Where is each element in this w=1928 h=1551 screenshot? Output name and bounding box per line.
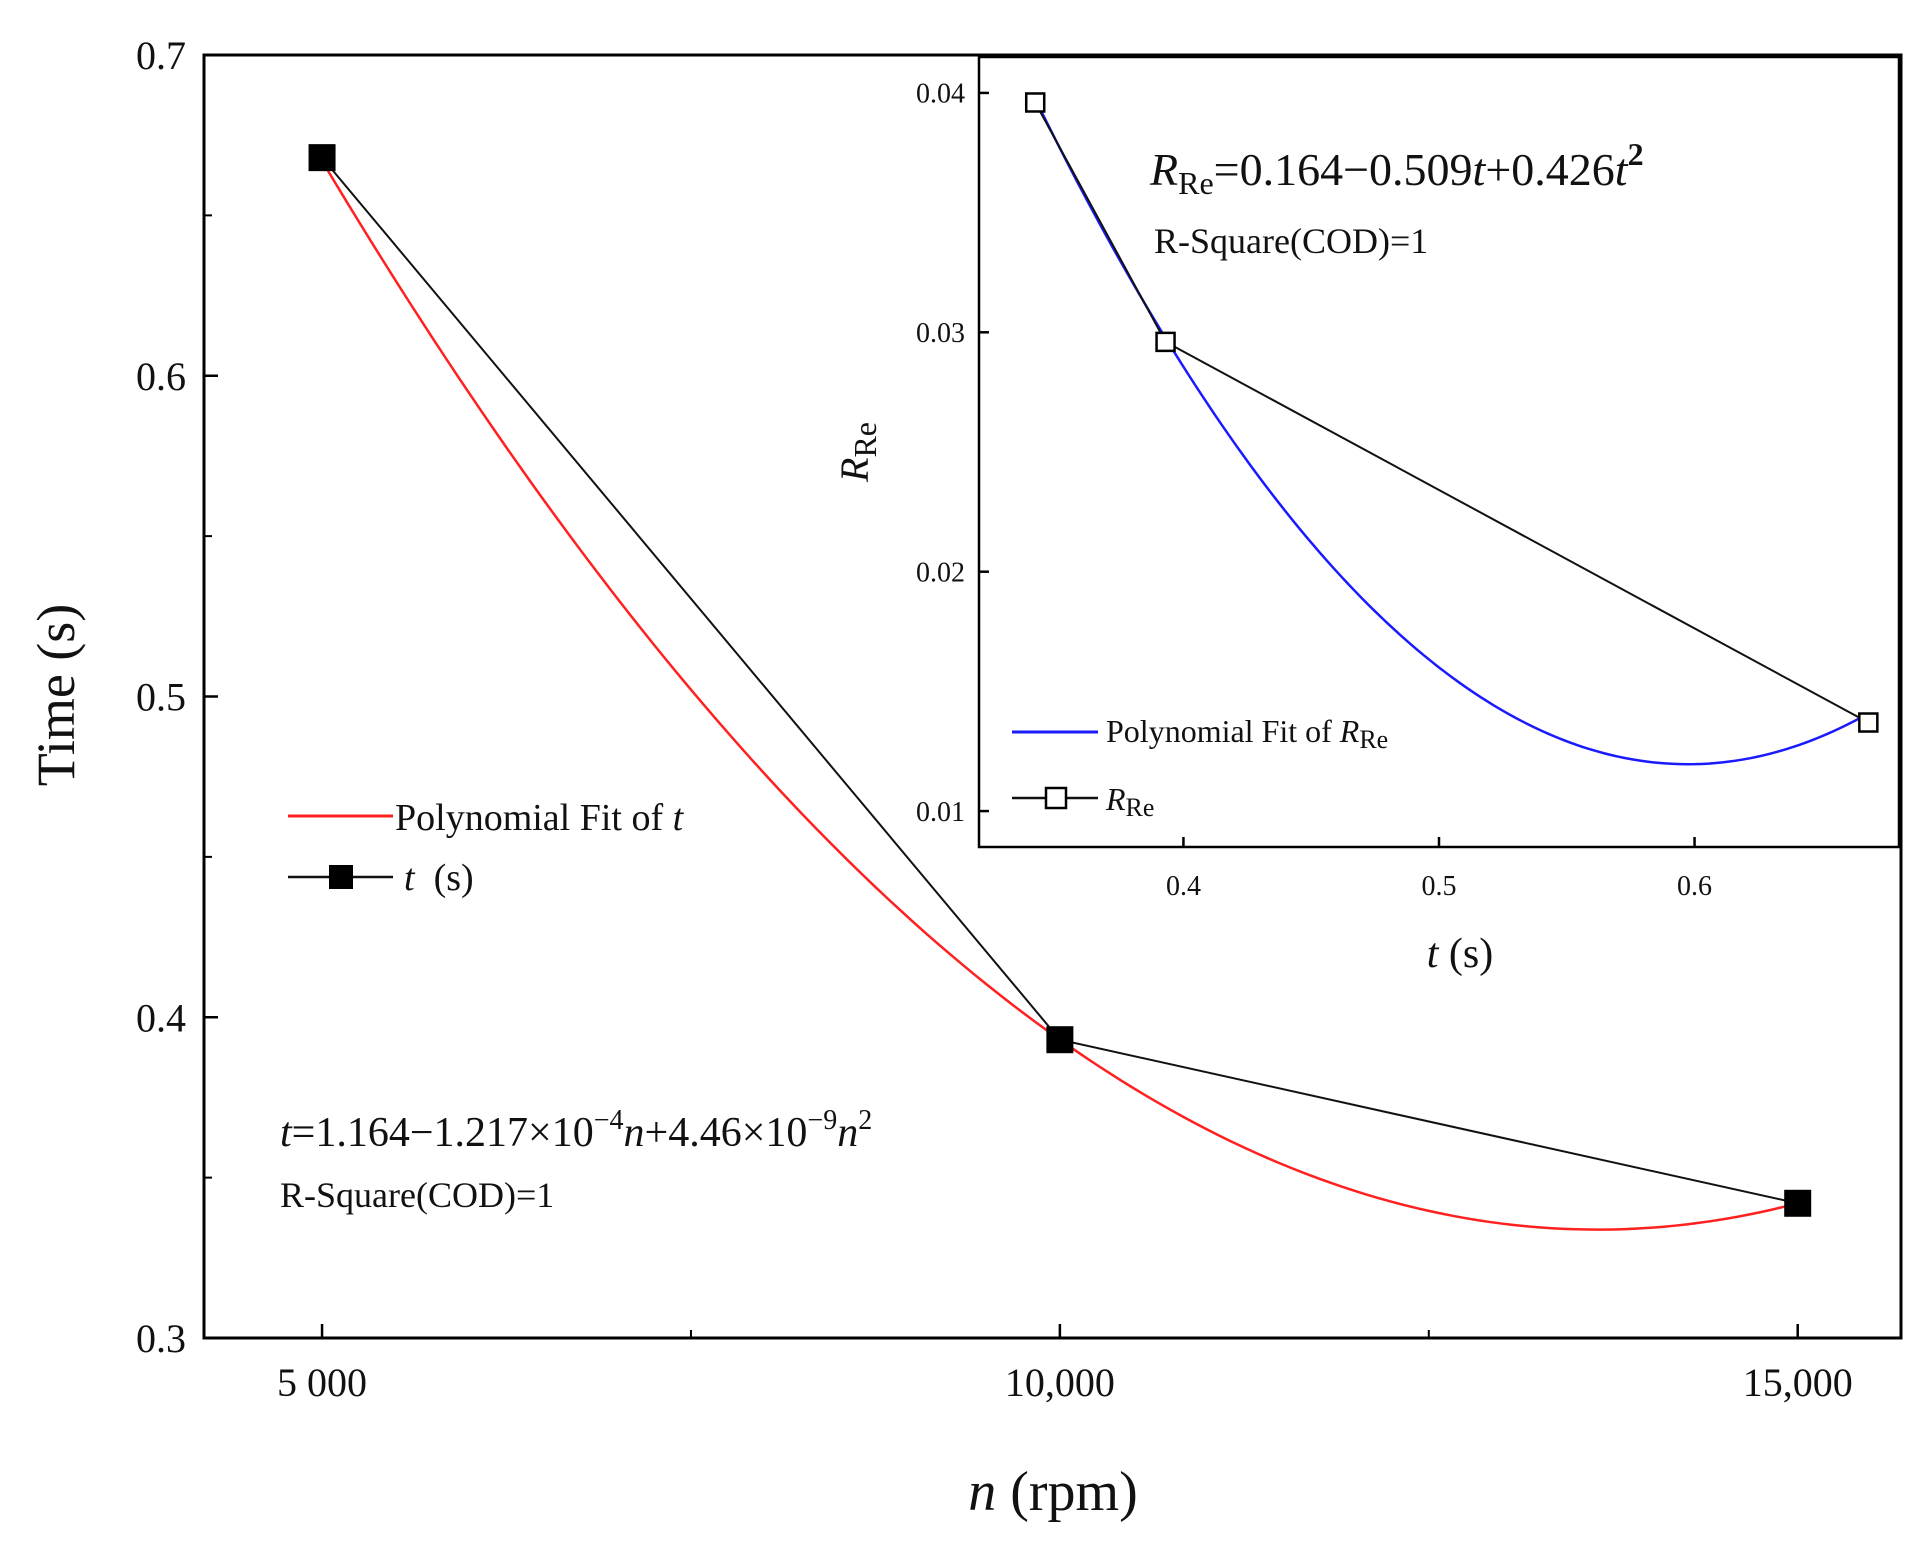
main-eq-exp1: −4 <box>594 1105 624 1136</box>
main-ticks <box>204 53 1799 1340</box>
inset-y-axis-var: R <box>832 458 877 483</box>
main-x-tick-label: 5 000 <box>277 1360 367 1405</box>
inset-legend-fit-label: Polynomial Fit of RRe <box>1106 713 1388 754</box>
main-data-point <box>1784 1189 1812 1217</box>
main-data-point <box>1046 1026 1074 1054</box>
inset-x-tick-label: 0.6 <box>1677 871 1712 902</box>
inset-y-tick-label: 0.02 <box>916 557 965 588</box>
main-data-markers <box>308 144 1812 1217</box>
inset-ticks <box>979 91 1696 847</box>
inset-background <box>979 57 1899 847</box>
inset-legend-data-marker <box>1044 786 1068 810</box>
inset-x-axis-unit: (s) <box>1438 931 1493 977</box>
inset-data-markers <box>1024 92 1879 733</box>
inset-legend-data-sub: Re <box>1126 793 1155 822</box>
inset-x-axis-title: t (s) <box>1427 931 1494 977</box>
inset-y-tick-label: 0.04 <box>916 79 965 110</box>
inset-y-axis-title: RRe <box>832 422 883 483</box>
main-legend-data-unit: (s) <box>415 857 474 899</box>
inset-eq-r: R <box>1149 144 1178 195</box>
inset-legend-data-var: R <box>1105 781 1126 817</box>
main-legend-fit-var: t <box>673 797 685 839</box>
main-legend-data-label: t (s) <box>404 857 474 899</box>
inset-eq-exp: 2 <box>1628 136 1644 172</box>
main-eq-part2: +4.46×10 <box>645 1110 808 1156</box>
inset-legend: Polynomial Fit of RRe RRe <box>1012 713 1388 822</box>
inset-x-axis-var: t <box>1427 931 1440 977</box>
main-y-tick-label: 0.4 <box>136 995 186 1040</box>
inset-data-point <box>1155 331 1176 353</box>
main-legend: Polynomial Fit of t t (s) <box>288 797 685 899</box>
main-x-axis-unit: (rpm) <box>996 1461 1138 1523</box>
main-tick-labels: 5 000 10,000 15,000 0.3 0.4 0.5 0.6 0.7 <box>136 33 1853 1405</box>
main-x-tick-label: 15,000 <box>1743 1360 1853 1405</box>
main-y-tick-label: 0.3 <box>136 1316 186 1361</box>
main-eq-n1: n <box>624 1110 645 1156</box>
inset-legend-fit-var: R <box>1339 713 1360 749</box>
inset-legend-data-label: RRe <box>1105 781 1154 822</box>
inset-legend-fit-text: Polynomial Fit of <box>1106 713 1340 749</box>
inset-eq-part1: =0.164−0.509 <box>1214 144 1473 195</box>
main-y-tick-label: 0.7 <box>136 33 186 78</box>
main-legend-fit-label: Polynomial Fit of t <box>395 797 685 839</box>
main-eq-t: t <box>280 1110 293 1156</box>
main-x-axis-var: n <box>968 1461 996 1523</box>
main-y-axis-title: Time (s) <box>26 604 86 787</box>
inset-x-tick-label: 0.5 <box>1422 871 1457 902</box>
inset-y-tick-label: 0.03 <box>916 318 965 349</box>
inset-eq-sub: Re <box>1178 165 1214 201</box>
main-eq-exp3: 2 <box>858 1105 872 1136</box>
inset-chart: 0.4 0.5 0.60.010.020.030.04 RRe t (s) Poly… <box>832 55 1901 977</box>
inset-data-point <box>1024 92 1046 113</box>
inset-fit-equation: RRe=0.164−0.509t+0.426t2 <box>1149 136 1644 201</box>
inset-eq-t2: t <box>1615 144 1629 195</box>
main-data-point <box>308 144 336 172</box>
inset-y-axis-sub: Re <box>847 422 883 458</box>
inset-data-point <box>1858 712 1879 733</box>
main-chart: 5 000 10,000 15,000 0.3 0.4 0.5 0.6 0.7 Time (s… <box>26 33 1903 1523</box>
main-legend-fit-text: Polynomial Fit of <box>395 797 673 839</box>
main-y-tick-label: 0.5 <box>136 675 186 720</box>
main-fit-equation: t=1.164−1.217×10−4n+4.46×10−9n2 <box>280 1105 872 1156</box>
inset-eq-part2: +0.426 <box>1485 144 1614 195</box>
inset-r-square: R-Square(COD)=1 <box>1154 221 1428 261</box>
inset-legend-fit-sub: Re <box>1359 725 1388 754</box>
inset-y-tick-label: 0.01 <box>916 797 965 828</box>
main-eq-exp2: −9 <box>807 1105 837 1136</box>
main-x-axis-title: n (rpm) <box>968 1461 1138 1523</box>
main-eq-part1: =1.164−1.217×10 <box>292 1110 594 1156</box>
main-legend-data-var: t <box>404 857 416 899</box>
main-legend-data-marker <box>329 865 353 889</box>
inset-tick-labels: 0.4 0.5 0.6 0.01 0.02 0.03 0.04 <box>916 79 1712 902</box>
main-eq-n2: n <box>837 1110 858 1156</box>
main-y-tick-label: 0.6 <box>136 354 186 399</box>
inset-x-tick-label: 0.4 <box>1166 871 1201 902</box>
inset-eq-t1: t <box>1473 144 1487 195</box>
main-r-square: R-Square(COD)=1 <box>280 1175 554 1215</box>
main-x-tick-label: 10,000 <box>1005 1360 1115 1405</box>
